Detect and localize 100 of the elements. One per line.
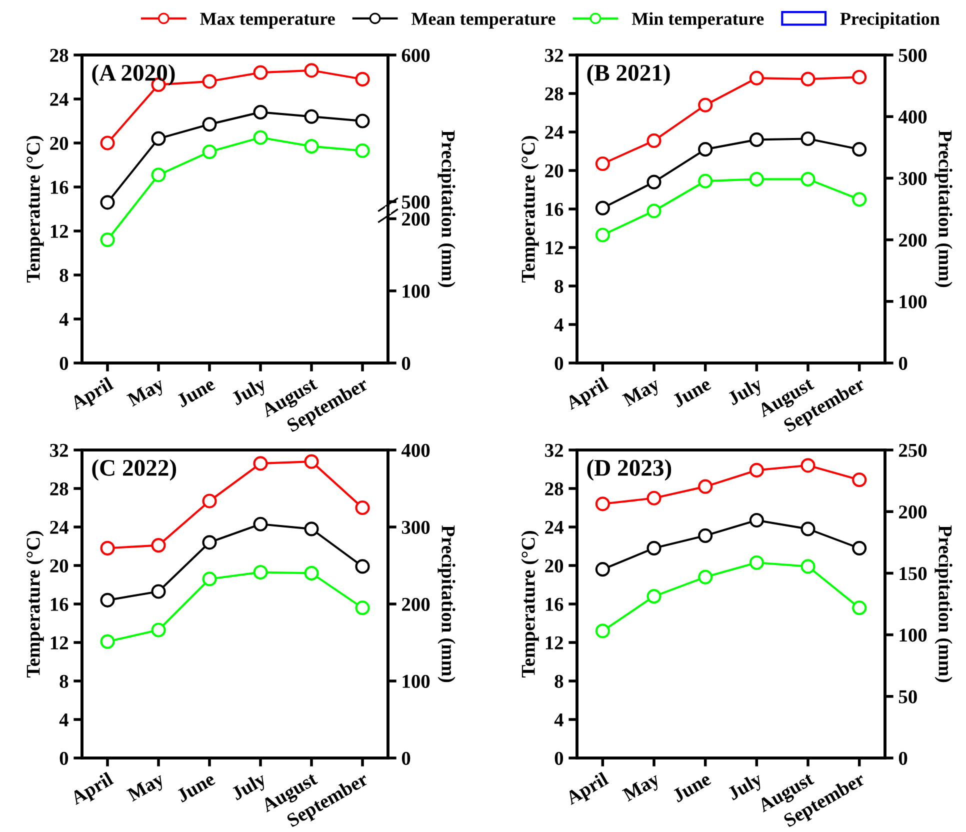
y2-tick-label: 300 xyxy=(898,172,927,186)
point xyxy=(698,142,713,157)
y-axis-title: Temperature (°C) xyxy=(521,531,539,678)
y-tick-label: 12 xyxy=(546,241,563,254)
y-tick-label: 32 xyxy=(545,444,563,457)
point xyxy=(749,512,764,528)
x-tick-label: April xyxy=(564,376,612,414)
y2-tick-label: 200 xyxy=(899,505,927,519)
x-tick-label: May xyxy=(126,772,168,806)
y2-tick-label: 400 xyxy=(898,110,927,124)
point xyxy=(151,538,166,553)
point xyxy=(646,540,662,556)
point xyxy=(800,522,816,536)
y2-tick-label: 250 xyxy=(899,444,927,457)
y-tick-label: 16 xyxy=(50,180,68,194)
x-tick-label: June xyxy=(672,772,712,803)
point xyxy=(253,456,268,471)
point xyxy=(355,600,370,616)
y-tick-label: 12 xyxy=(50,224,68,238)
x-tick-label: April xyxy=(69,376,116,414)
y-tick-label: 8 xyxy=(554,674,564,688)
point xyxy=(355,500,370,516)
point xyxy=(595,624,610,638)
chart-title: (B 2021) xyxy=(587,64,670,86)
y-tick-label: 4 xyxy=(59,312,68,326)
point xyxy=(304,139,319,154)
y2-axis-title: Precipitation (mm) xyxy=(438,525,456,682)
y-axis-title: Temperature (°C) xyxy=(521,136,539,283)
x-tick-label: May xyxy=(622,376,663,410)
point xyxy=(800,72,816,86)
point xyxy=(253,516,268,532)
x-tick-label: May xyxy=(126,376,168,410)
y2-tick-label: 500 xyxy=(898,48,927,62)
y-tick-label: 28 xyxy=(50,482,68,496)
y-tick-label: 16 xyxy=(50,598,68,611)
y-tick-label: 32 xyxy=(50,444,68,457)
x-tick-label: May xyxy=(622,772,663,806)
y-tick-label: 0 xyxy=(60,752,68,765)
point xyxy=(698,98,713,112)
point xyxy=(202,117,217,132)
y-tick-label: 4 xyxy=(554,713,564,726)
point xyxy=(749,132,764,147)
point xyxy=(100,592,115,608)
y2-axis-title: Precipitation (mm) xyxy=(934,525,952,682)
point xyxy=(852,192,867,207)
y2-tick-label: 0 xyxy=(402,356,410,370)
x-tick-label: April xyxy=(69,771,116,809)
y-tick-label: 20 xyxy=(50,559,68,572)
point xyxy=(749,462,764,478)
point xyxy=(646,174,662,190)
y2-tick-label: 100 xyxy=(402,674,430,688)
y-tick-label: 16 xyxy=(546,202,564,216)
point xyxy=(100,195,115,210)
point xyxy=(304,109,319,124)
point xyxy=(202,144,217,160)
x-tick-label: June xyxy=(672,377,712,408)
point xyxy=(151,131,166,146)
y2-tick-label: 100 xyxy=(402,284,430,298)
point xyxy=(253,65,268,80)
point xyxy=(595,496,610,512)
point xyxy=(304,566,319,580)
y-tick-label: 24 xyxy=(545,126,564,139)
y2-tick-label: 200 xyxy=(402,598,430,611)
point xyxy=(202,494,217,508)
legend-label: Min temperature xyxy=(632,12,764,29)
y3-tick-label: 600 xyxy=(402,48,430,62)
point xyxy=(253,130,268,145)
point xyxy=(355,114,370,128)
y-tick-label: 8 xyxy=(60,674,68,688)
y-tick-label: 12 xyxy=(50,636,68,650)
y2-tick-label: 150 xyxy=(900,567,927,580)
point xyxy=(151,622,166,638)
point xyxy=(852,600,867,616)
y-tick-label: 0 xyxy=(60,356,68,370)
y2-tick-label: 400 xyxy=(401,444,430,457)
chart-title: (C 2022) xyxy=(92,459,176,481)
point xyxy=(304,63,319,78)
point xyxy=(595,228,610,242)
y2-tick-label: 300 xyxy=(402,520,430,534)
y-tick-label: 24 xyxy=(545,520,564,534)
x-tick-label: April xyxy=(564,771,612,809)
y-tick-label: 0 xyxy=(554,356,564,370)
point xyxy=(698,570,713,584)
point xyxy=(304,522,319,536)
point xyxy=(595,156,610,172)
point xyxy=(646,490,662,506)
point xyxy=(646,133,662,148)
y-tick-label: 24 xyxy=(50,520,68,534)
point xyxy=(355,559,370,574)
point xyxy=(355,143,370,158)
y-tick-label: 12 xyxy=(546,636,563,650)
legend-label: Precipitation xyxy=(840,12,940,29)
y3-tick-label: 500 xyxy=(402,195,430,209)
y2-tick-label: 200 xyxy=(402,212,430,226)
point xyxy=(646,204,662,218)
x-tick-label: June xyxy=(176,772,216,803)
point xyxy=(253,564,268,580)
point xyxy=(595,562,610,577)
point xyxy=(749,70,764,86)
point xyxy=(100,232,115,248)
